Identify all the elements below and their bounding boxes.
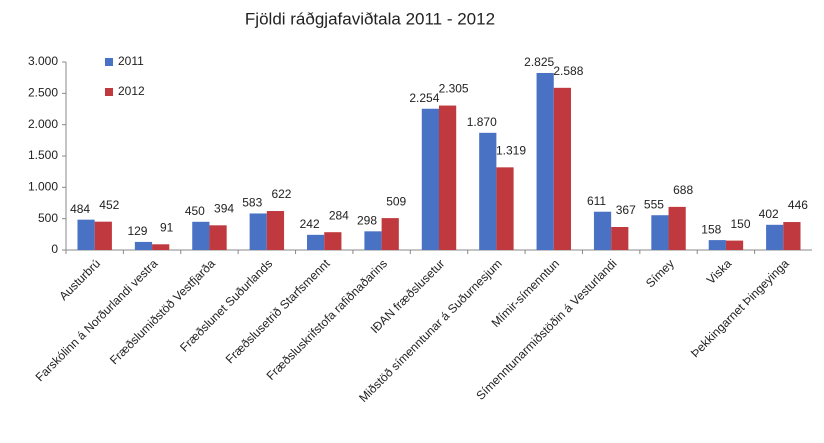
legend-label: 2011 xyxy=(118,54,144,68)
bar xyxy=(439,105,457,250)
legend-label: 2012 xyxy=(118,84,145,98)
value-label: 129 xyxy=(127,224,147,238)
y-tick-label: 1.500 xyxy=(28,148,58,162)
bar xyxy=(668,206,686,250)
y-tick-label: 0 xyxy=(51,242,58,256)
bar xyxy=(381,218,399,250)
bar xyxy=(479,132,497,250)
value-label: 242 xyxy=(300,217,320,231)
bar xyxy=(611,227,629,250)
value-label: 484 xyxy=(70,202,90,216)
x-tick-label: Símey xyxy=(643,256,677,290)
chart-title: Fjöldi ráðgjafaviðtala 2011 - 2012 xyxy=(245,9,495,28)
bar xyxy=(593,211,612,250)
x-tick-label: Fræðsluskrifstofa rafiðnaðarins xyxy=(264,256,390,382)
bar xyxy=(94,221,112,250)
bar xyxy=(708,240,726,250)
y-tick-label: 1.000 xyxy=(28,180,58,194)
x-tick-label: Farskólinn á Norðurlandi vestra xyxy=(33,256,161,384)
value-label: 450 xyxy=(185,204,205,218)
bar xyxy=(209,225,227,250)
value-label: 1.870 xyxy=(467,115,497,129)
bar xyxy=(152,244,170,250)
value-label: 583 xyxy=(242,196,262,210)
x-tick-label: Þekkingarnet Þingeyinga xyxy=(688,256,792,360)
legend-swatch xyxy=(105,58,113,66)
value-label: 452 xyxy=(99,198,119,212)
value-label: 446 xyxy=(788,198,808,212)
bar xyxy=(192,221,210,250)
bar xyxy=(766,224,784,250)
bar xyxy=(421,108,439,251)
value-label: 622 xyxy=(271,187,291,201)
bar xyxy=(134,241,153,250)
bar xyxy=(249,213,267,250)
value-label: 394 xyxy=(214,201,234,215)
bar xyxy=(77,219,95,250)
value-label: 402 xyxy=(759,207,779,221)
y-tick-label: 500 xyxy=(38,211,58,225)
y-tick-label: 3.000 xyxy=(28,54,58,68)
value-label: 298 xyxy=(357,213,377,227)
bar xyxy=(783,222,801,250)
y-tick-label: 2.000 xyxy=(28,117,58,131)
value-label: 367 xyxy=(616,203,636,217)
bar xyxy=(324,232,342,250)
bar xyxy=(364,231,382,250)
x-tick-label: Fræðslusetrið Starfsmennt xyxy=(223,256,333,366)
value-label: 2.588 xyxy=(553,64,583,78)
value-label: 2.825 xyxy=(524,55,554,69)
value-label: 1.319 xyxy=(496,144,526,158)
bar xyxy=(725,240,744,250)
x-tick-label: Fræðslumiðstöð Vestfjarða xyxy=(107,256,218,367)
value-label: 150 xyxy=(731,217,751,231)
value-label: 688 xyxy=(673,183,693,197)
bar xyxy=(266,211,285,250)
x-tick-label: Viska xyxy=(704,256,735,287)
value-label: 611 xyxy=(587,194,606,208)
value-label: 555 xyxy=(644,197,664,211)
bar xyxy=(553,87,571,250)
value-label: 509 xyxy=(386,194,406,208)
x-tick-label: Austurbrú xyxy=(56,256,103,303)
value-label: 91 xyxy=(160,220,174,234)
bar xyxy=(651,215,669,250)
value-label: 284 xyxy=(329,208,349,222)
bar xyxy=(307,234,325,250)
bar xyxy=(536,72,554,250)
value-label: 2.305 xyxy=(439,82,469,96)
value-label: 158 xyxy=(701,222,721,236)
y-tick-label: 2.500 xyxy=(28,86,58,100)
legend-swatch xyxy=(105,88,113,96)
value-label: 2.254 xyxy=(409,91,439,105)
bar xyxy=(496,167,514,250)
